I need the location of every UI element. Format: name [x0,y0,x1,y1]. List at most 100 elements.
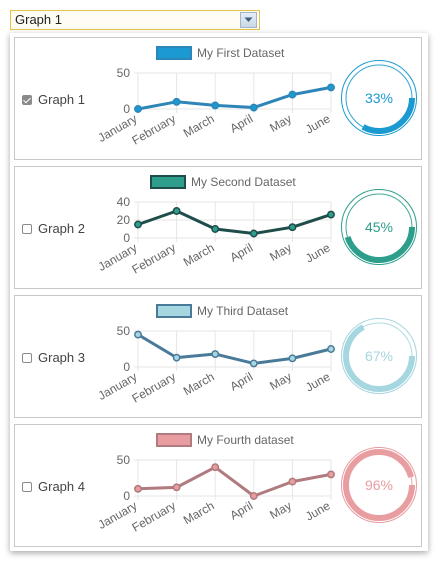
data-point [288,223,297,232]
x-tick-label: February [130,498,179,534]
legend-swatch [156,433,192,447]
x-tick-label: June [303,369,333,394]
progress-donut: 96% [341,447,417,523]
x-tick-label: May [267,498,294,521]
progress-donut: 45% [341,189,417,265]
donut-outer-ring [341,60,417,136]
data-point [211,225,220,233]
progress-donut: 33% [341,60,417,136]
x-tick-label: March [181,240,217,269]
y-tick-label: 0 [123,360,130,374]
x-tick-label: May [267,369,294,392]
donut-percent-label: 33% [365,90,393,106]
series-line [137,85,332,111]
graph-label: Graph 1 [38,92,85,107]
data-point [249,359,258,368]
legend-label: My First Dataset [197,46,285,60]
y-tick-label: 0 [123,102,130,116]
graph-label: Graph 4 [38,479,85,494]
graph-checkbox[interactable] [22,95,32,105]
data-point [327,83,335,92]
x-tick-label: May [267,111,294,134]
graph-label: Graph 2 [38,221,85,236]
donut-progress-arc [343,191,415,263]
data-point [134,330,142,339]
data-point [134,220,142,229]
graph-card-1: Graph 1 My First Dataset 0 50 January Februar… [14,37,422,160]
x-tick-label: June [303,240,333,265]
data-point [134,484,142,493]
graph-card-4: Graph 4 My Fourth dataset 0 50 January Februa… [14,424,422,547]
x-tick-label: February [130,111,179,147]
legend-swatch [156,304,192,318]
data-point [327,210,335,219]
data-point [288,90,297,99]
donut-progress-arc [343,62,415,134]
data-point [249,492,258,500]
x-tick-label: March [181,369,217,398]
x-tick-label: April [228,498,256,522]
progress-donut: 67% [341,318,417,394]
donut-percent-label: 67% [365,348,393,364]
x-tick-label: February [130,369,179,405]
graph-panel: Graph 1 My First Dataset 0 50 January Februar… [10,33,428,551]
data-point [327,470,335,479]
legend-label: My Third Dataset [197,304,289,318]
legend-swatch [156,46,192,60]
data-point [211,101,220,110]
data-point [172,483,181,492]
y-tick-label: 40 [117,195,131,209]
x-tick-label: April [228,369,256,393]
data-point [249,103,258,112]
donut-progress-arc [343,449,415,521]
data-point [211,463,220,472]
data-point [172,207,181,215]
y-tick-label: 0 [123,231,130,245]
series-line [137,333,332,365]
data-point [327,345,335,353]
graph-checkbox[interactable] [22,482,32,492]
chevron-down-icon[interactable] [240,12,257,28]
legend-label: My Fourth dataset [197,433,294,447]
x-tick-label: May [267,240,294,263]
x-tick-label: March [181,111,217,140]
graph-label: Graph 3 [38,350,85,365]
x-tick-label: April [228,240,256,264]
donut-outer-ring [341,318,417,394]
graph-card-3: Graph 3 My Third Dataset 0 50 January Februar… [14,295,422,418]
graph-select[interactable]: Graph 1 [10,10,260,30]
x-tick-label: June [303,498,333,523]
data-point [288,354,297,363]
y-tick-label: 0 [123,489,130,503]
graph-card-2: Graph 2 My Second Dataset 0 20 40 January Febr… [14,166,422,289]
series-line [137,209,332,235]
x-tick-label: April [228,111,256,135]
y-tick-label: 50 [117,453,131,467]
donut-progress-arc [343,320,415,392]
donut-percent-label: 96% [365,477,393,493]
series-line [137,465,332,498]
data-point [249,229,258,238]
y-tick-label: 50 [117,324,131,338]
legend-swatch [150,175,186,189]
data-point [211,350,220,358]
graph-select-value: Graph 1 [15,12,62,27]
data-point [172,353,181,362]
graph-checkbox[interactable] [22,353,32,363]
x-tick-label: February [130,240,179,276]
y-tick-label: 20 [117,213,131,227]
data-point [172,97,181,106]
y-tick-label: 50 [117,66,131,80]
donut-percent-label: 45% [365,219,393,235]
donut-outer-ring [341,447,417,523]
data-point [288,477,297,486]
graph-checkbox[interactable] [22,224,32,234]
x-tick-label: March [181,498,217,527]
legend-label: My Second Dataset [191,175,296,189]
donut-outer-ring [341,189,417,265]
data-point [134,105,142,113]
